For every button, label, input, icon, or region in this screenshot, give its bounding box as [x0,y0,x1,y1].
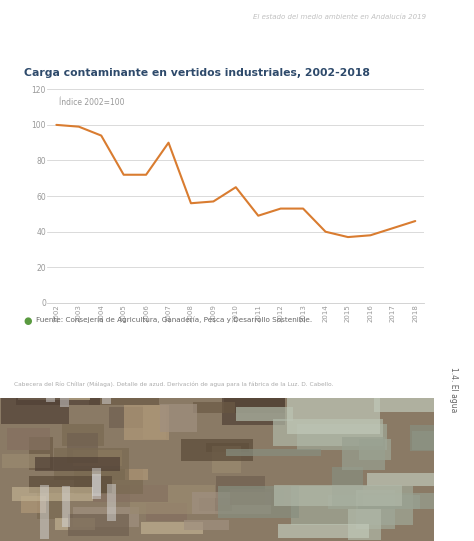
Bar [226,448,321,456]
Bar [109,406,144,428]
Bar [62,486,71,527]
Bar [124,405,169,440]
Bar [218,486,299,518]
Bar [191,492,272,514]
Bar [18,387,90,399]
Text: ●: ● [24,316,32,326]
Bar [146,503,187,521]
Bar [278,524,369,538]
Bar [222,393,285,425]
Bar [40,485,49,539]
Bar [141,522,202,535]
Bar [16,374,100,405]
Bar [125,470,148,480]
Text: El estado del medio ambiente en Andalucía 2019: El estado del medio ambiente en Andalucí… [254,14,427,19]
Bar [211,446,241,473]
Bar [89,380,159,405]
Bar [274,485,401,506]
Bar [92,474,101,496]
Bar [107,484,116,521]
Bar [224,379,285,413]
Text: Fuente: Consejería de Agricultura, Ganadería, Pesca y Desarrollo Sostenible.: Fuente: Consejería de Agricultura, Ganad… [36,316,312,323]
Bar [102,351,110,404]
Bar [55,448,129,480]
Bar [67,433,98,463]
Bar [217,477,265,505]
Bar [73,450,122,466]
Text: Índice 2002=100: Índice 2002=100 [59,98,124,107]
Bar [297,424,387,450]
Bar [12,487,93,501]
Bar [328,495,419,509]
Bar [348,509,381,540]
Bar [410,425,474,451]
Bar [237,407,293,421]
Bar [74,469,143,494]
Bar [130,485,215,514]
Bar [199,498,232,511]
Bar [358,493,457,509]
Bar [287,397,380,434]
Bar [144,405,166,439]
Bar [73,507,139,527]
Bar [273,419,383,446]
Bar [229,489,283,505]
Bar [1,396,69,424]
Bar [359,439,392,459]
Bar [374,377,474,412]
Bar [182,439,253,460]
Bar [291,486,413,525]
Bar [29,437,53,470]
Bar [160,404,198,432]
Bar [412,431,471,450]
Bar [184,520,229,530]
Bar [92,468,101,499]
Text: Cabecera del Río Chíllar (Málaga). Detalle de azud. Derivación de agua para la f: Cabecera del Río Chíllar (Málaga). Detal… [14,381,334,387]
Bar [1,454,51,468]
Text: 1.4. El agua: 1.4. El agua [449,367,458,412]
Bar [8,428,50,450]
Bar [21,497,46,513]
Bar [37,487,63,519]
Bar [46,347,55,403]
Bar [60,362,69,407]
Text: Carga contaminante en vertidos industriales, 2002-2018: Carga contaminante en vertidos industria… [24,69,370,78]
Bar [367,473,474,486]
Bar [35,457,120,471]
Bar [206,443,249,452]
Bar [62,424,104,446]
Bar [68,514,129,536]
Bar [55,518,95,530]
Bar [332,467,364,506]
Bar [356,490,395,529]
Bar [342,437,385,470]
Bar [28,476,111,493]
Bar [93,485,168,502]
Bar [192,402,235,413]
